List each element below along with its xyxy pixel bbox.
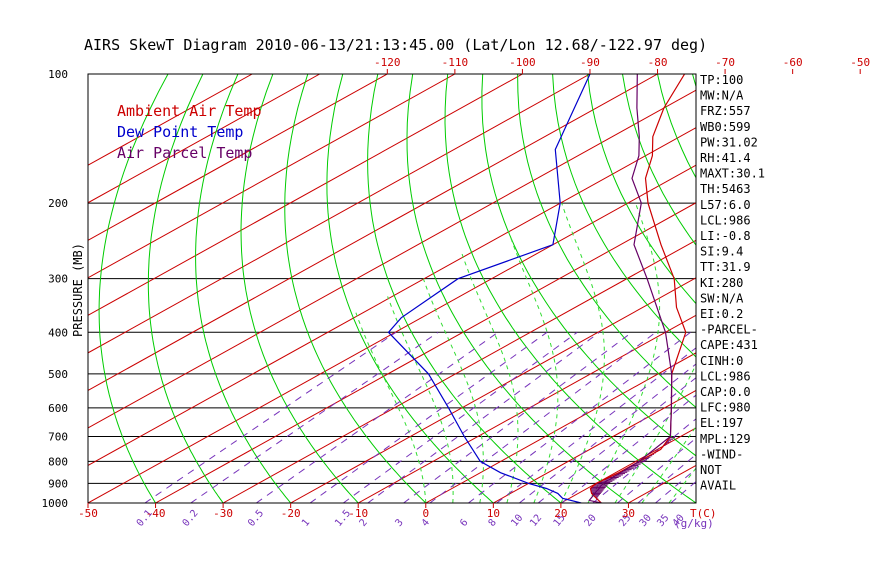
index-row: RH:41.4 xyxy=(700,151,751,165)
bottom-axis-tick-label: 20 xyxy=(554,507,567,520)
pressure-tick-label: 300 xyxy=(48,273,68,286)
chart-title: AIRS SkewT Diagram 2010-06-13/21:13:45.0… xyxy=(84,36,707,54)
bottom-axis-tick-label: 0 xyxy=(422,507,429,520)
pressure-tick-label: 200 xyxy=(48,197,68,210)
mixing-ratio-label: 0.5 xyxy=(246,508,266,529)
pressure-tick-label: 1000 xyxy=(42,497,69,510)
index-row: EL:197 xyxy=(700,416,743,430)
isotherm-line xyxy=(0,74,658,503)
index-row: FRZ:557 xyxy=(700,104,751,118)
isotherm-line xyxy=(358,74,870,503)
top-axis-tick-label: -60 xyxy=(783,56,803,69)
bottom-axis-tick-label: -50 xyxy=(78,507,98,520)
moist-adiabat-line xyxy=(588,203,660,503)
pressure-tick-label: 700 xyxy=(48,431,68,444)
legend-entry: Air Parcel Temp xyxy=(117,144,252,162)
index-row: SI:9.4 xyxy=(700,245,743,259)
mixing-ratio-label: 35 xyxy=(655,513,671,529)
dry-adiabat-line xyxy=(756,54,870,512)
bottom-axis-tick-label: -30 xyxy=(213,507,233,520)
mixing-ratio-line xyxy=(655,332,858,503)
pressure-tick-label: 800 xyxy=(48,455,68,468)
index-row: TT:31.9 xyxy=(700,260,751,274)
index-row: TP:100 xyxy=(700,73,743,87)
bottom-axis-tick-label: 10 xyxy=(487,507,500,520)
legend-entry: Dew Point Temp xyxy=(117,123,243,141)
index-row: PW:31.02 xyxy=(700,135,758,149)
top-axis-tick-label: -80 xyxy=(648,56,668,69)
mixing-ratio-label: 0.2 xyxy=(181,508,201,529)
dry-adiabat-line xyxy=(790,54,870,512)
pressure-tick-label: 400 xyxy=(48,326,68,339)
index-row: EI:0.2 xyxy=(700,307,743,321)
pressure-tick-label: 600 xyxy=(48,402,68,415)
mixing-ratio-label: 12 xyxy=(528,513,544,529)
isotherm-line xyxy=(156,74,870,503)
mixing-ratio-line xyxy=(593,332,802,503)
isotherm-line xyxy=(426,74,870,503)
index-row: MPL:129 xyxy=(700,432,751,446)
top-axis-tick-label: -90 xyxy=(580,56,600,69)
isotherm-line xyxy=(493,74,870,503)
index-row: SW:N/A xyxy=(700,291,744,305)
mixing-ratio-label: 6 xyxy=(458,517,470,529)
index-row: CAP:0.0 xyxy=(700,385,751,399)
index-row: MW:N/A xyxy=(700,89,744,103)
y-axis-label: PRESSURE (MB) xyxy=(71,243,85,337)
dry-adiabat-line xyxy=(824,54,870,512)
index-row: KI:280 xyxy=(700,276,743,290)
moist-adiabat-line xyxy=(561,203,605,503)
index-row: LFC:980 xyxy=(700,401,751,415)
mixing-ratio-line xyxy=(404,332,632,503)
bottom-axis-unit: T(C) xyxy=(690,507,717,520)
index-row: AVAIL xyxy=(700,479,736,493)
pressure-tick-label: 500 xyxy=(48,368,68,381)
top-axis-tick-label: -70 xyxy=(715,56,735,69)
bottom-axis-tick-label: -10 xyxy=(348,507,368,520)
top-axis-tick-label: -110 xyxy=(442,56,469,69)
isotherm-line xyxy=(0,74,725,503)
index-row: -WIND- xyxy=(700,447,743,461)
pressure-tick-label: 900 xyxy=(48,477,68,490)
isotherm-line xyxy=(291,74,870,503)
index-row: NOT xyxy=(700,463,722,477)
mixing-ratio-label: 3 xyxy=(393,517,405,529)
bottom-axis-tick-label: -20 xyxy=(281,507,301,520)
isotherm-line xyxy=(223,74,870,503)
top-axis-tick-label: -100 xyxy=(509,56,536,69)
dry-adiabat-line xyxy=(285,54,436,512)
index-row: L57:6.0 xyxy=(700,198,751,212)
index-row: WB0:599 xyxy=(700,120,751,134)
mixing-ratio-label: 30 xyxy=(638,513,654,529)
dry-adiabat-line xyxy=(407,54,641,512)
dry-adiabat-line xyxy=(445,54,709,512)
index-row: CINH:0 xyxy=(700,354,743,368)
bottom-axis-tick-label: -40 xyxy=(146,507,166,520)
index-row: LI:-0.8 xyxy=(700,229,751,243)
bottom-axis-tick-label: 30 xyxy=(622,507,635,520)
index-row: CAPE:431 xyxy=(700,338,758,352)
mixing-ratio-label: 1 xyxy=(300,517,312,529)
index-row: LCL:986 xyxy=(700,213,751,227)
index-row: TH:5463 xyxy=(700,182,751,196)
top-axis-tick-label: -120 xyxy=(374,56,401,69)
pressure-tick-label: 100 xyxy=(48,68,68,81)
mixing-ratio-label: 20 xyxy=(583,513,599,529)
index-row: MAXT:30.1 xyxy=(700,167,765,181)
mixing-ratio-line xyxy=(256,332,498,503)
legend: Ambient Air Temp Dew Point Temp Air Parcel… xyxy=(117,102,262,162)
top-axis-tick-label: -50 xyxy=(850,56,870,69)
legend-entry: Ambient Air Temp xyxy=(117,102,262,120)
index-row: LCL:986 xyxy=(700,369,751,383)
mixing-ratio-label: 10 xyxy=(509,513,525,529)
dry-adiabat-line xyxy=(858,54,870,512)
mixing-ratio-line xyxy=(343,332,577,503)
index-row: -PARCEL- xyxy=(700,323,758,337)
